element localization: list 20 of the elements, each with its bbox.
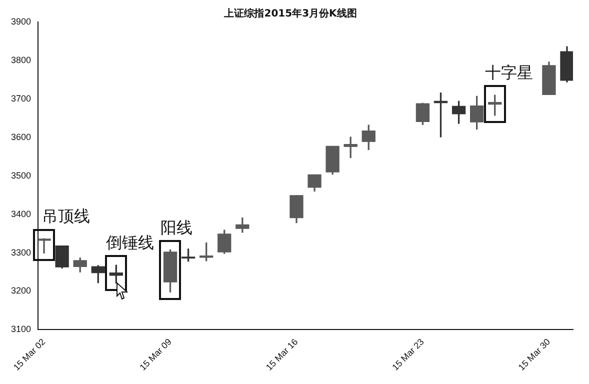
y-tick-label: 3600: [10, 132, 32, 142]
y-tick-label: 3300: [10, 247, 32, 258]
y-tick-label: 3700: [10, 93, 32, 104]
chart-title: 上证综指2015年3月份K线图: [223, 8, 357, 20]
y-tick-label: 3900: [10, 16, 32, 26]
x-tick-label: 15 Mar 16: [264, 336, 300, 372]
y-tick-label: 3500: [10, 170, 32, 180]
y-tick-label: 3800: [10, 54, 32, 65]
y-tick-label: 3200: [10, 286, 32, 296]
y-tick-label: 3400: [10, 208, 32, 219]
x-tick-label: 15 Mar 23: [390, 336, 426, 372]
x-tick-label: 15 Mar 02: [11, 336, 48, 372]
annotation: 吊顶线: [42, 206, 90, 226]
annotation: 阳线: [160, 218, 192, 237]
x-tick-label: 15 Mar 09: [138, 336, 174, 372]
annotation: 倒锤线: [106, 233, 154, 252]
y-tick-label: 3100: [10, 324, 32, 334]
annotation: 十字星: [484, 63, 533, 82]
x-tick-label: 15 Mar 30: [516, 336, 552, 372]
candlestick: [38, 238, 51, 254]
